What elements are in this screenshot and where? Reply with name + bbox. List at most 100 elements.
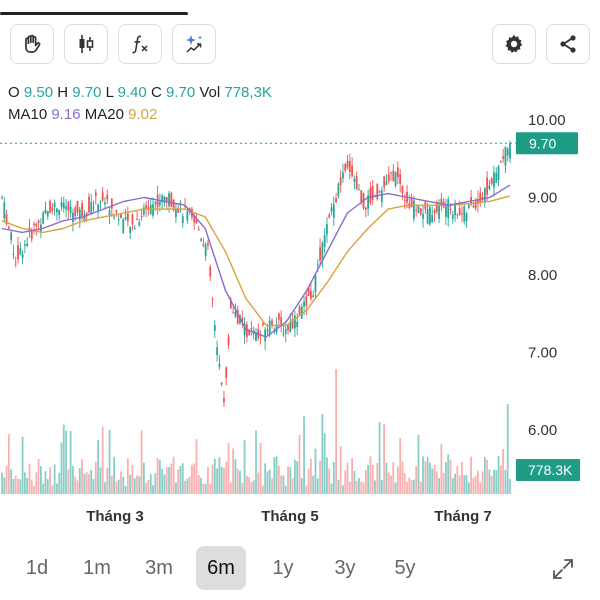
volume-bar [470, 456, 472, 494]
volume-bar [223, 468, 225, 494]
volume-bar [97, 440, 100, 494]
volume-bar [422, 456, 424, 494]
volume-bar [44, 471, 47, 494]
volume-bar [277, 465, 280, 494]
volume-bar [92, 479, 95, 494]
period-5y[interactable]: 5y [394, 556, 416, 579]
candle-body [94, 192, 97, 196]
candle-body [51, 207, 54, 211]
candle-body [21, 254, 24, 259]
candle-type-button[interactable] [64, 24, 108, 64]
candle-body [184, 206, 186, 208]
candle-body [451, 214, 454, 219]
candle-body [104, 202, 106, 205]
volume-bar [72, 466, 74, 494]
candle-body [200, 238, 202, 241]
ma20-value: 9.02 [128, 106, 158, 123]
candle-body [170, 192, 173, 208]
candle-body [351, 165, 354, 177]
period-1m[interactable]: 1m [83, 556, 111, 579]
price-chart[interactable]: 10.00 9.00 8.00 7.00 6.00 Tháng 3 Tháng 5 Tháng… [0, 100, 600, 540]
volume-bar [99, 467, 102, 494]
volume-bar [273, 457, 276, 494]
volume-bar [186, 478, 189, 494]
volume-bar [220, 466, 223, 494]
volume-bar [362, 482, 365, 494]
volume-value: 778,3K [224, 84, 272, 101]
volume-bar [188, 476, 191, 494]
candle-body [202, 244, 205, 246]
volume-bar [124, 485, 127, 494]
volume-bar [456, 466, 459, 494]
period-6m[interactable]: 6m [196, 546, 246, 590]
volume-bar [110, 475, 113, 494]
status-indicator-bar [0, 12, 188, 15]
hand-tool-button[interactable] [10, 24, 54, 64]
volume-bar [287, 466, 289, 494]
candle-body [369, 187, 372, 203]
period-1d[interactable]: 1d [25, 556, 49, 579]
volume-bar [289, 467, 292, 494]
volume-bar [76, 480, 79, 494]
volume-bar [394, 482, 397, 494]
candle-body [243, 323, 246, 335]
candle-body [108, 210, 111, 216]
volume-bar [296, 461, 299, 494]
volume-bar [168, 466, 170, 494]
volume-bar [60, 442, 63, 494]
candle-body [376, 184, 379, 199]
candle-body [88, 196, 90, 213]
volume-bar [408, 477, 411, 494]
fullscreen-button[interactable] [548, 554, 578, 584]
candle-body [319, 247, 321, 261]
volume-bar [129, 474, 132, 494]
volume-bar [147, 479, 150, 494]
volume-bar [207, 467, 209, 494]
volume-bar [90, 469, 93, 494]
candle-body [28, 227, 31, 230]
candle-body [124, 216, 127, 220]
candle-body [142, 207, 145, 215]
volume-bar [85, 472, 88, 494]
volume-bar [133, 478, 136, 494]
candle-body [227, 336, 230, 345]
volume-bar [396, 466, 399, 494]
volume-bar [243, 440, 246, 494]
volume-bar [435, 471, 438, 494]
volume-bar [46, 479, 49, 494]
chart-toolbar [0, 24, 600, 68]
candle-body [280, 317, 283, 325]
volume-bar [236, 468, 239, 494]
candle-body [156, 194, 159, 208]
volume-bar [170, 463, 173, 494]
volume-bar [138, 476, 141, 494]
indicator-button[interactable] [118, 24, 162, 64]
candle-body [245, 324, 248, 338]
settings-button[interactable] [492, 24, 536, 64]
period-3m[interactable]: 3m [145, 556, 173, 579]
volume-bar [126, 458, 129, 494]
volume-bar [383, 424, 386, 494]
hand-icon [25, 34, 41, 53]
volume-bar [461, 461, 463, 494]
candle-body [412, 200, 415, 219]
volume-bar [474, 475, 477, 494]
ai-insight-button[interactable] [172, 24, 216, 64]
candle-body [213, 325, 216, 331]
volume-bar [282, 475, 285, 494]
period-1y[interactable]: 1y [272, 556, 294, 579]
candle-body [117, 219, 120, 221]
volume-bar [454, 473, 456, 494]
x-tick-label: Tháng 7 [434, 508, 492, 525]
candle-body [97, 204, 100, 211]
volume-bar [451, 478, 454, 494]
candle-body [69, 206, 72, 214]
candle-body [358, 189, 360, 191]
period-3y[interactable]: 3y [334, 556, 356, 579]
volume-bar [490, 476, 493, 494]
volume-bar [17, 478, 19, 494]
candle-body [429, 207, 431, 225]
volume-bar [378, 422, 381, 494]
close-label: C [150, 84, 162, 101]
share-button[interactable] [546, 24, 590, 64]
